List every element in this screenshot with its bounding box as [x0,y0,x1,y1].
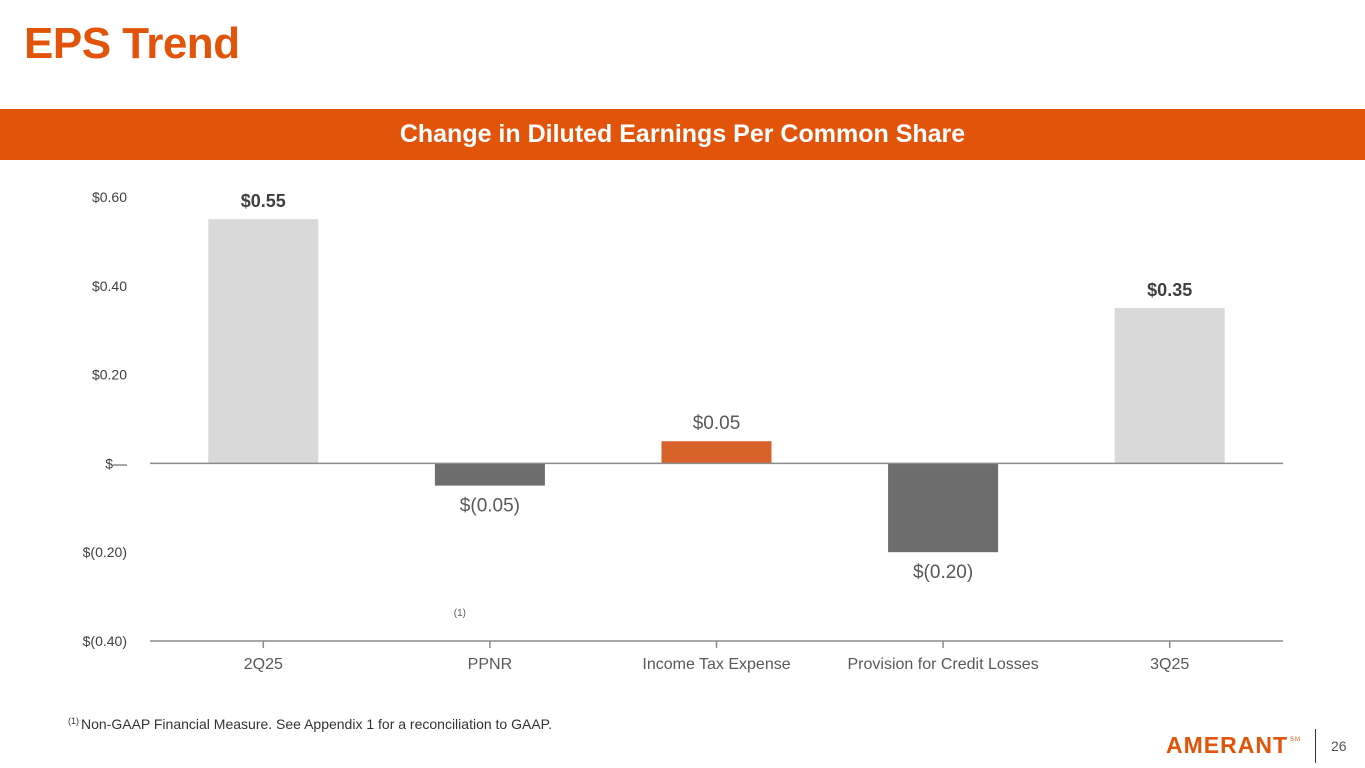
y-tick-label: $0.60 [92,189,127,205]
y-tick-label: $0.40 [92,278,127,294]
amerant-logo: AMERANT SM [1166,734,1301,757]
bar [661,441,772,464]
category-annotation: (1) [454,608,466,619]
footer-divider [1315,729,1316,763]
logo-text: AMERANT [1166,732,1288,758]
y-tick-label: $0.20 [92,367,127,383]
data-label: $(0.05) [460,496,520,517]
bar [1114,308,1225,464]
bar [208,219,319,464]
data-label: $0.35 [1147,280,1192,300]
bar [434,463,545,486]
y-tick-label: $— [105,455,127,471]
chart-title-banner: Change in Diluted Earnings Per Common Sh… [0,109,1365,160]
bar [888,463,999,553]
page-number: 26 [1331,738,1347,754]
y-tick-label: $(0.20) [83,544,127,560]
footnote-text: Non-GAAP Financial Measure. See Appendix… [81,716,553,732]
x-tick-label: Provision for Credit Losses [848,656,1039,673]
data-label: $0.05 [693,413,741,434]
data-label: $(0.20) [913,562,973,583]
x-tick-label: Income Tax Expense [642,656,790,673]
chart-title: Change in Diluted Earnings Per Common Sh… [399,120,966,148]
data-label: $0.55 [241,191,286,211]
footnote: (1) Non-GAAP Financial Measure. See Appen… [68,716,552,732]
x-tick-label: 2Q25 [244,656,283,673]
slide-title: EPS Trend [24,19,240,68]
x-tick-label: PPNR [468,656,512,673]
y-tick-label: $(0.40) [83,633,127,649]
footnote-marker: (1) [68,716,79,726]
x-tick-label: 3Q25 [1150,656,1189,673]
logo-service-mark: SM [1290,737,1301,743]
